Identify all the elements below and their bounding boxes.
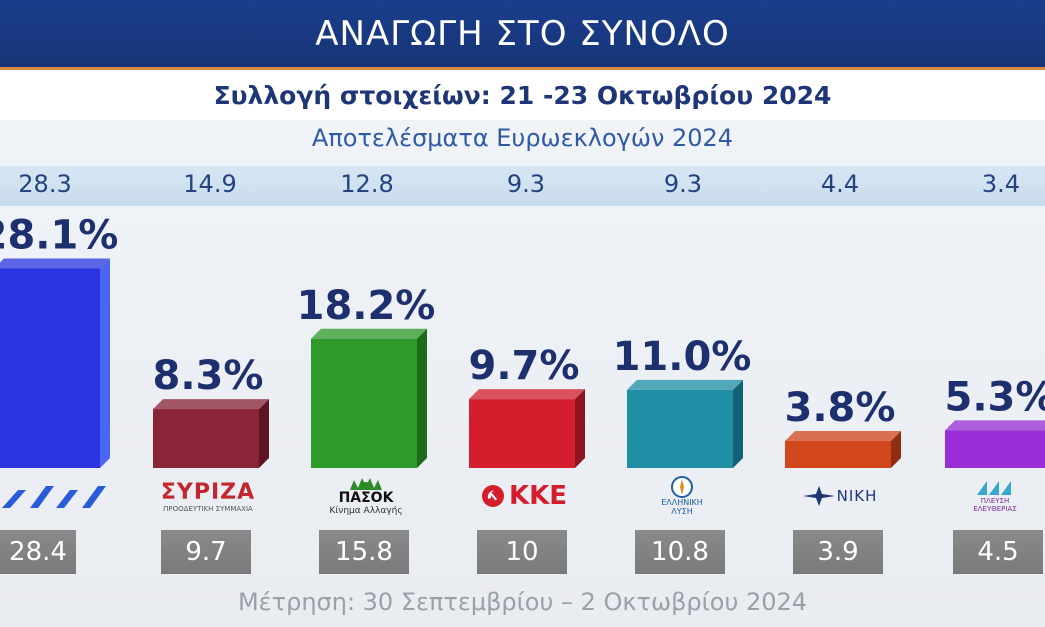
niki-logo: ΝΙΚΗ xyxy=(774,471,904,521)
bar-top xyxy=(311,328,427,339)
bar: 11.0% xyxy=(613,334,752,468)
reference-value: 9.3 xyxy=(663,170,703,198)
elliniki-lysi-subtext-1: ΕΛΛΗΝΙΚΗ xyxy=(661,498,703,507)
pasok-logo: ΠΑΣΟΚ Κίνημα Αλλαγής xyxy=(301,471,431,521)
page-title: ΑΝΑΓΩΓΗ ΣΤΟ ΣΥΝΟΛΟ xyxy=(315,13,730,54)
bar: 28.1% xyxy=(0,212,118,468)
bar-front xyxy=(0,268,100,468)
previous-value: 3.9 xyxy=(793,530,883,574)
bar-front xyxy=(469,399,575,468)
hammer-sickle-icon xyxy=(481,485,504,507)
plefsi-subtext-2: ΕΛΕΥΘΕΡΙΑΣ xyxy=(973,505,1017,513)
bar-top xyxy=(785,431,901,442)
title-bar: ΑΝΑΓΩΓΗ ΣΤΟ ΣΥΝΟΛΟ xyxy=(0,0,1045,70)
bar-side xyxy=(100,258,110,468)
previous-value: 10.8 xyxy=(635,530,725,574)
pasok-logo-text: ΠΑΣΟΚ xyxy=(338,490,394,506)
footer-measurement: Μέτρηση: 30 Σεπτεμβρίου – 2 Οκτωβρίου 20… xyxy=(237,588,808,616)
bar-side xyxy=(417,328,427,468)
previous-value: 28.4 xyxy=(0,530,76,574)
reference-value: 4.4 xyxy=(820,170,860,198)
bar-value-label: 5.3% xyxy=(945,374,1045,420)
reference-title: Αποτελέσματα Ευρωεκλογών 2024 xyxy=(311,124,734,152)
niki-logo-text: ΝΙΚΗ xyxy=(836,487,878,505)
reference-value: 3.4 xyxy=(981,170,1021,198)
nd-logo xyxy=(0,471,120,521)
syriza-logo-subtext: ΠΡΟΟΔΕΥΤΙΚΗ ΣΥΜΜΑΧΙΑ xyxy=(163,504,253,513)
bar-value-label: 8.3% xyxy=(153,353,264,399)
bar: 5.3% xyxy=(945,374,1045,468)
bar-front xyxy=(153,409,259,468)
previous-value: 15.8 xyxy=(319,530,409,574)
bar-top xyxy=(469,389,585,400)
elliniki-lysi-subtext-2: ΛΥΣΗ xyxy=(671,507,693,516)
sun-icon xyxy=(350,478,382,490)
plefsi-subtext-1: ΠΛΕΥΣΗ xyxy=(980,497,1010,505)
bar-front xyxy=(627,389,733,468)
bar-top xyxy=(945,420,1045,431)
bar: 18.2% xyxy=(297,283,436,468)
pasok-logo-subtext: Κίνημα Αλλαγής xyxy=(329,506,403,516)
plefsi-logo: ΠΛΕΥΣΗ ΕΛΕΥΘΕΡΙΑΣ xyxy=(930,471,1045,521)
bar-top xyxy=(0,258,110,269)
bar-front xyxy=(945,430,1045,468)
elliniki-lysi-logo: ΕΛΛΗΝΙΚΗ ΛΥΣΗ xyxy=(617,471,747,521)
bar-value-label: 3.8% xyxy=(785,385,896,431)
bar: 8.3% xyxy=(153,353,269,468)
bar-side xyxy=(575,389,585,468)
syriza-logo: ΣΥΡΙΖΑ ΠΡΟΟΔΕΥΤΙΚΗ ΣΥΜΜΑΧΙΑ xyxy=(143,471,273,521)
kke-logo: ΚΚΕ xyxy=(459,471,589,521)
bar-value-label: 18.2% xyxy=(297,283,436,329)
bar-side xyxy=(259,399,269,468)
sail-icon xyxy=(977,481,1011,495)
star-icon xyxy=(802,486,835,506)
kke-logo-text: ΚΚΕ xyxy=(508,481,568,511)
page-subtitle: Συλλογή στοιχείων: 21 -23 Οκτωβρίου 2024 xyxy=(213,80,832,110)
bar-chart: 28.1% 8.3% 18.2% 9.7% 11.0% 3.8% 5.3% xyxy=(0,212,1045,468)
syriza-logo-text: ΣΥΡΙΖΑ xyxy=(160,479,256,505)
bar-value-label: 28.1% xyxy=(0,212,118,258)
nd-logo-mark xyxy=(2,486,106,508)
bar: 9.7% xyxy=(469,343,585,468)
previous-value: 10 xyxy=(477,530,567,574)
bar-side xyxy=(733,379,743,468)
bar-front xyxy=(785,441,891,468)
previous-value: 9.7 xyxy=(161,530,251,574)
subtitle-band: Συλλογή στοιχείων: 21 -23 Οκτωβρίου 2024 xyxy=(0,70,1045,120)
bar-side xyxy=(891,431,901,468)
reference-value: 28.3 xyxy=(18,170,72,198)
bar-front xyxy=(311,338,417,468)
compass-icon xyxy=(671,476,693,498)
reference-band xyxy=(0,166,1045,206)
reference-value: 14.9 xyxy=(183,170,237,198)
bar-value-label: 11.0% xyxy=(613,334,752,380)
bar-value-label: 9.7% xyxy=(469,343,580,389)
bar: 3.8% xyxy=(785,385,901,468)
bar-top xyxy=(153,399,269,410)
previous-value: 4.5 xyxy=(953,530,1043,574)
reference-value: 9.3 xyxy=(506,170,546,198)
reference-value: 12.8 xyxy=(340,170,394,198)
bar-top xyxy=(627,379,743,390)
